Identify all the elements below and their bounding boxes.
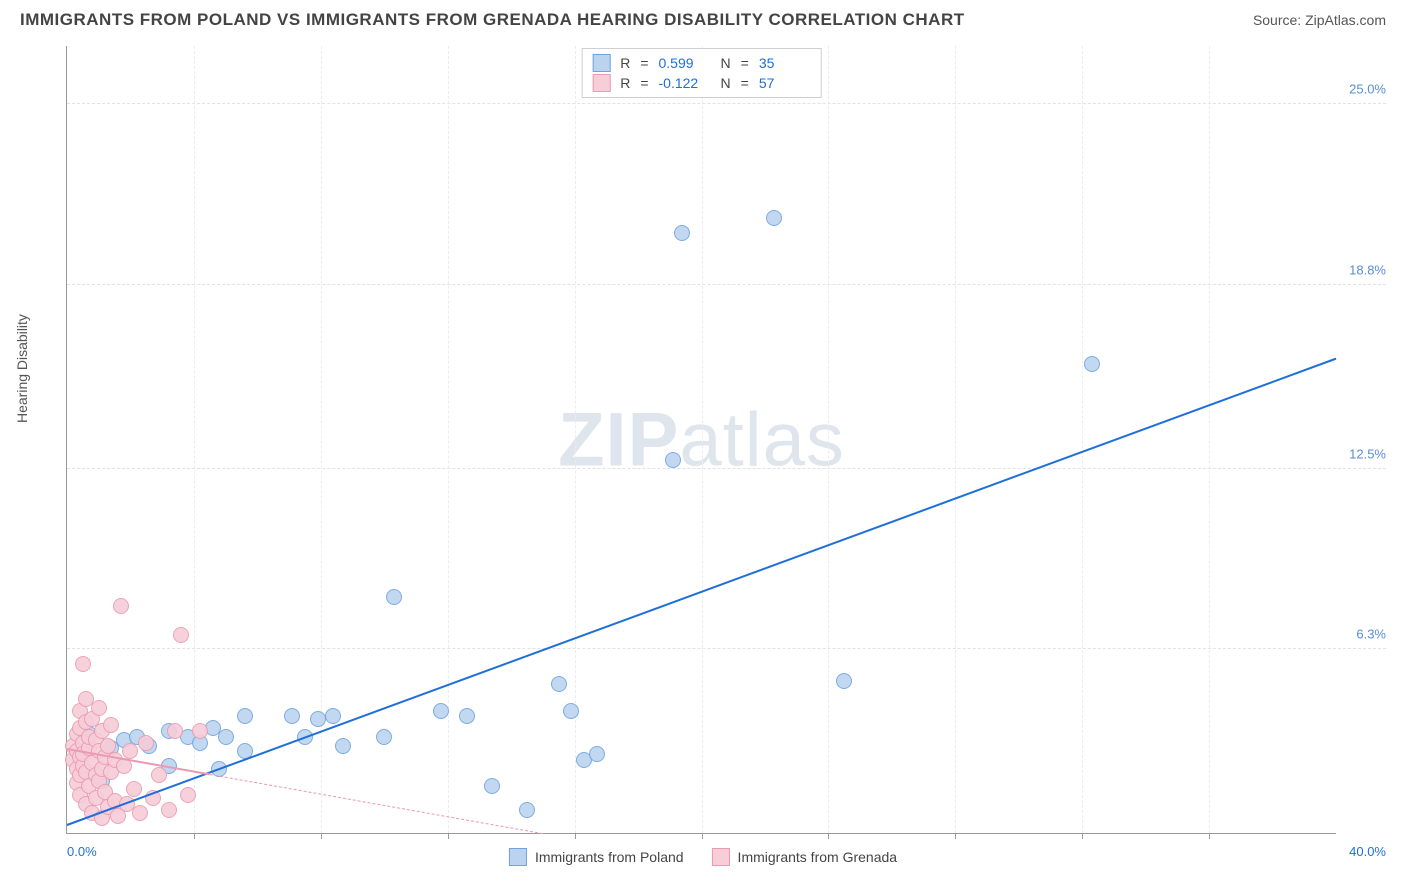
y-tick-label: 25.0% bbox=[1340, 82, 1386, 97]
gridline-v bbox=[1082, 46, 1083, 833]
legend-item-grenada: Immigrants from Grenada bbox=[712, 848, 898, 866]
data-point-poland bbox=[284, 708, 300, 724]
data-point-poland bbox=[325, 708, 341, 724]
eq: = bbox=[741, 75, 749, 91]
data-point-poland bbox=[459, 708, 475, 724]
gridline-h bbox=[67, 468, 1386, 469]
data-point-poland bbox=[551, 676, 567, 692]
x-tick bbox=[1209, 833, 1210, 839]
gridline-v bbox=[1209, 46, 1210, 833]
data-point-grenada bbox=[75, 656, 91, 672]
swatch-poland bbox=[592, 54, 610, 72]
legend-label-grenada: Immigrants from Grenada bbox=[738, 849, 898, 865]
data-point-poland bbox=[335, 738, 351, 754]
x-axis-max-label: 40.0% bbox=[1349, 844, 1386, 859]
data-point-grenada bbox=[173, 627, 189, 643]
gridline-v bbox=[828, 46, 829, 833]
n-label: N bbox=[721, 55, 731, 71]
n-label: N bbox=[721, 75, 731, 91]
r-value-grenada: -0.122 bbox=[659, 75, 711, 91]
data-point-poland bbox=[218, 729, 234, 745]
data-point-poland bbox=[766, 210, 782, 226]
swatch-grenada bbox=[712, 848, 730, 866]
r-value-poland: 0.599 bbox=[659, 55, 711, 71]
legend-row-poland: R = 0.599 N = 35 bbox=[592, 53, 811, 73]
data-point-poland bbox=[386, 589, 402, 605]
data-point-grenada bbox=[113, 598, 129, 614]
data-point-poland bbox=[836, 673, 852, 689]
correlation-legend: R = 0.599 N = 35 R = -0.122 N = 57 bbox=[581, 48, 822, 98]
data-point-poland bbox=[1084, 356, 1100, 372]
y-axis-label: Hearing Disability bbox=[14, 314, 30, 423]
source-attribution: Source: ZipAtlas.com bbox=[1253, 12, 1386, 28]
data-point-poland bbox=[519, 802, 535, 818]
y-tick-label: 18.8% bbox=[1340, 263, 1386, 278]
swatch-grenada bbox=[592, 74, 610, 92]
eq: = bbox=[741, 55, 749, 71]
gridline-v bbox=[702, 46, 703, 833]
data-point-grenada bbox=[167, 723, 183, 739]
data-point-grenada bbox=[122, 743, 138, 759]
data-point-poland bbox=[376, 729, 392, 745]
x-tick bbox=[702, 833, 703, 839]
data-point-grenada bbox=[138, 735, 154, 751]
x-tick bbox=[828, 833, 829, 839]
data-point-poland bbox=[237, 708, 253, 724]
x-tick bbox=[575, 833, 576, 839]
data-point-grenada bbox=[192, 723, 208, 739]
y-tick-label: 12.5% bbox=[1340, 446, 1386, 461]
legend-row-grenada: R = -0.122 N = 57 bbox=[592, 73, 811, 93]
gridline-h bbox=[67, 103, 1386, 104]
legend-label-poland: Immigrants from Poland bbox=[535, 849, 684, 865]
swatch-poland bbox=[509, 848, 527, 866]
n-value-poland: 35 bbox=[759, 55, 811, 71]
data-point-grenada bbox=[180, 787, 196, 803]
source-prefix: Source: bbox=[1253, 12, 1305, 28]
data-point-grenada bbox=[161, 802, 177, 818]
x-tick bbox=[955, 833, 956, 839]
source-name: ZipAtlas.com bbox=[1305, 12, 1386, 28]
gridline-h bbox=[67, 284, 1386, 285]
gridline-v bbox=[194, 46, 195, 833]
data-point-poland bbox=[563, 703, 579, 719]
eq: = bbox=[640, 55, 648, 71]
eq: = bbox=[640, 75, 648, 91]
data-point-poland bbox=[589, 746, 605, 762]
legend-item-poland: Immigrants from Poland bbox=[509, 848, 684, 866]
data-point-poland bbox=[484, 778, 500, 794]
x-tick bbox=[194, 833, 195, 839]
plot-area: ZIPatlas R = 0.599 N = 35 R = -0.122 N =… bbox=[66, 46, 1336, 834]
watermark-zip: ZIP bbox=[558, 397, 679, 482]
x-tick bbox=[448, 833, 449, 839]
r-label: R bbox=[620, 55, 630, 71]
data-point-grenada bbox=[126, 781, 142, 797]
y-tick-label: 6.3% bbox=[1340, 627, 1386, 642]
chart-header: IMMIGRANTS FROM POLAND VS IMMIGRANTS FRO… bbox=[0, 0, 1406, 36]
data-point-poland bbox=[674, 225, 690, 241]
data-point-grenada bbox=[151, 767, 167, 783]
gridline-v bbox=[955, 46, 956, 833]
r-label: R bbox=[620, 75, 630, 91]
data-point-poland bbox=[433, 703, 449, 719]
x-tick bbox=[1082, 833, 1083, 839]
gridline-h bbox=[67, 648, 1386, 649]
data-point-grenada bbox=[91, 700, 107, 716]
data-point-poland bbox=[310, 711, 326, 727]
data-point-poland bbox=[665, 452, 681, 468]
chart-title: IMMIGRANTS FROM POLAND VS IMMIGRANTS FRO… bbox=[20, 10, 965, 30]
x-tick bbox=[321, 833, 322, 839]
series-legend: Immigrants from Poland Immigrants from G… bbox=[509, 848, 897, 866]
data-point-grenada bbox=[132, 805, 148, 821]
watermark-atlas: atlas bbox=[679, 397, 845, 482]
n-value-grenada: 57 bbox=[759, 75, 811, 91]
chart-container: Hearing Disability ZIPatlas R = 0.599 N … bbox=[20, 46, 1386, 880]
data-point-grenada bbox=[103, 717, 119, 733]
x-axis-min-label: 0.0% bbox=[67, 844, 97, 859]
